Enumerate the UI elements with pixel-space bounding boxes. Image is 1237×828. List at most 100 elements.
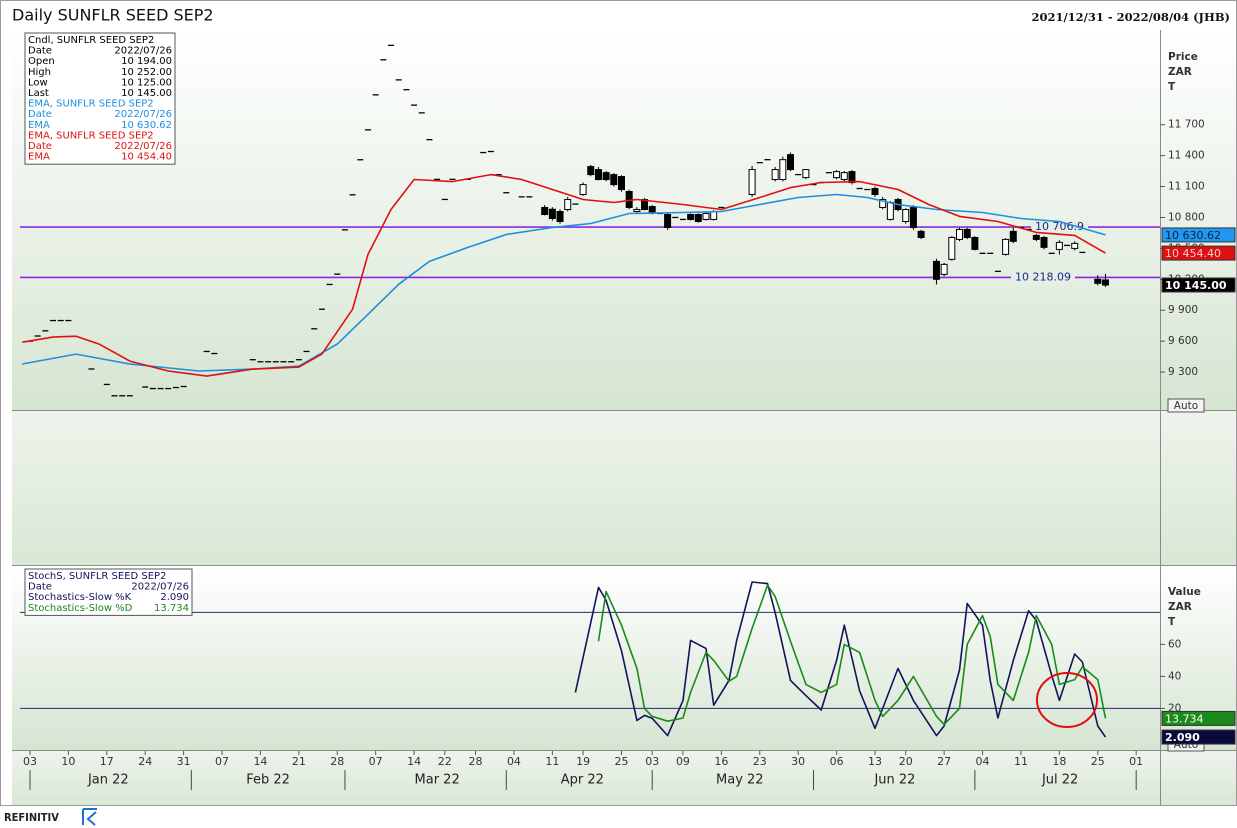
horizontal-line-label-bg [1011,270,1075,285]
candle-body [648,206,656,214]
x-tick-label: 14 [253,755,267,768]
info-value: 2022/07/26 [114,46,172,57]
x-tick-label: 21 [292,755,306,768]
brand: REFINITIV [4,811,59,824]
x-tick-label: 27 [937,755,951,768]
stoch-panel [12,566,1237,750]
candle-body [1040,236,1048,248]
month-label: Jan 22 [87,773,129,788]
auto-label[interactable]: Auto [1174,400,1198,412]
info-label: EMA, SUNFLR SEED SEP2 [28,99,154,110]
info-box [24,32,176,165]
x-tick-label: 09 [676,755,690,768]
y-tick-label: 11 400 [1168,150,1205,162]
x-tick-label: 06 [830,755,844,768]
candle-body [710,210,718,220]
info-value: 2022/07/26 [131,582,189,593]
info-label: Cndl, SUNFLR SEED SEP2 [28,35,154,46]
value-tag [1161,277,1236,293]
value-tag [1161,245,1236,261]
y-tick-label: 40 [1168,670,1181,682]
candle-body [610,174,618,186]
x-tick-label: 07 [369,755,383,768]
x-tick-label: 25 [614,755,628,768]
info-label: Date [28,46,52,57]
info-value: 10 454.40 [121,152,172,163]
line-series [574,581,1107,738]
month-label: Apr 22 [561,773,604,788]
info-label: Stochastics-Slow %K [28,592,132,603]
info-label: StochS, SUNFLR SEED SEP2 [28,571,166,582]
info-value: 2022/07/26 [114,109,172,120]
candle-body [917,230,925,238]
candle-body [602,172,610,181]
candle-body [833,171,841,179]
candle-body [802,169,810,179]
x-tick-label: 30 [791,755,805,768]
value-tag [1161,227,1236,243]
candle-body [702,212,710,220]
x-tick-label: 11 [1014,755,1028,768]
x-tick-label: 20 [899,755,913,768]
info-label: EMA [28,120,50,131]
annotation-circle [1036,672,1098,728]
info-label: EMA, SUNFLR SEED SEP2 [28,130,154,141]
x-tick-label: 07 [215,755,229,768]
y-tick-label: 9 300 [1168,366,1198,378]
candle-body [779,159,787,181]
info-value: 2022/07/26 [114,141,172,152]
brand-logo [82,808,97,826]
x-tick-label: 31 [177,755,191,768]
candle-body [902,209,910,222]
candle-body [1094,278,1102,284]
axis-label: ZAR [1168,601,1192,613]
x-tick-label: 18 [1052,755,1066,768]
candle-body [909,206,917,228]
info-value: 2.090 [160,592,189,603]
x-tick-label: 04 [976,755,990,768]
x-axis-panel [12,751,1237,805]
candle-body [956,228,964,240]
candle-body [579,184,587,195]
info-label: EMA [28,152,50,163]
candle-body [548,208,556,220]
candle-body [848,171,856,184]
line-series [22,173,1106,377]
info-value: 10 252.00 [121,67,172,78]
value-tag [1161,710,1236,726]
x-tick-label: 03 [645,755,659,768]
candle-body [886,202,894,220]
x-tick-label: 28 [469,755,483,768]
info-label: Last [28,88,49,99]
info-value: 10 125.00 [121,77,172,88]
info-label: Stochastics-Slow %D [28,603,133,614]
candle-body [694,213,702,222]
info-label: Low [28,77,48,88]
x-tick-label: 25 [1091,755,1105,768]
value-tag-label: 10 145.00 [1165,279,1227,292]
axis-label: T [1168,81,1176,93]
candle-body [786,154,794,171]
auto-button[interactable] [1167,398,1205,413]
x-tick-label: 04 [507,755,521,768]
x-tick-label: 28 [330,755,344,768]
x-tick-label: 03 [23,755,37,768]
horizontal-line-label: 10 706.9 [1035,220,1084,233]
candle-body [932,260,940,280]
value-tag-label: 10 454.40 [1165,247,1221,260]
value-tag-label: 13.734 [1165,712,1204,725]
candle-body [871,188,879,195]
value-tag-label: 10 630.62 [1165,229,1221,242]
candle-body [1002,238,1010,255]
info-box [24,568,193,616]
y-tick-label: 11 100 [1168,181,1205,193]
info-value: 10 630.62 [121,120,172,131]
axis-label: Price [1168,51,1198,63]
month-label: Jun 22 [873,773,915,788]
candle-body [1055,241,1063,250]
candle-body [541,206,549,215]
info-label: Open [28,56,55,67]
candle-body [664,213,672,228]
month-label: Feb 22 [246,773,290,788]
month-label: Mar 22 [415,773,460,788]
